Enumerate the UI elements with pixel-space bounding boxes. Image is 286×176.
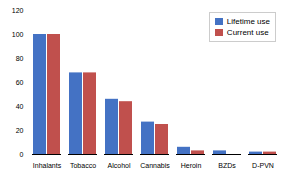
svg-text:Cannabis: Cannabis (140, 162, 170, 169)
svg-text:Tobacco: Tobacco (70, 162, 96, 169)
svg-text:120: 120 (12, 7, 24, 14)
svg-text:100: 100 (12, 31, 24, 38)
svg-text:0: 0 (20, 151, 24, 158)
svg-text:40: 40 (16, 103, 24, 110)
svg-text:Heroin: Heroin (181, 162, 202, 169)
svg-text:Inhalants: Inhalants (33, 162, 62, 169)
svg-text:BZDs: BZDs (218, 162, 236, 169)
svg-text:D-PVN: D-PVN (252, 162, 274, 169)
svg-text:20: 20 (16, 127, 24, 134)
html-text:Lifetime use: Lifetime use (226, 17, 270, 26)
svg-text:60: 60 (16, 79, 24, 86)
svg-text:80: 80 (16, 55, 24, 62)
svg-text:Alcohol: Alcohol (108, 162, 131, 169)
html-text:Current use: Current use (226, 28, 269, 37)
